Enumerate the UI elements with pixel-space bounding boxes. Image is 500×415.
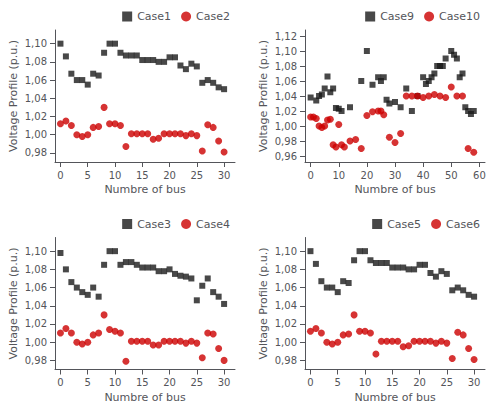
svg-text:0,98: 0,98 bbox=[25, 355, 47, 366]
svg-text:20: 20 bbox=[163, 377, 176, 388]
svg-text:1,04: 1,04 bbox=[25, 93, 47, 104]
svg-text:Numbre of bus: Numbre of bus bbox=[354, 391, 435, 404]
svg-text:0,98: 0,98 bbox=[275, 136, 297, 147]
svg-text:1,08: 1,08 bbox=[275, 61, 297, 72]
svg-text:1,02: 1,02 bbox=[275, 318, 297, 329]
svg-text:20: 20 bbox=[413, 377, 426, 388]
svg-text:25: 25 bbox=[440, 377, 453, 388]
svg-text:10: 10 bbox=[109, 170, 122, 181]
svg-text:10: 10 bbox=[332, 170, 345, 181]
svg-text:Voltage Profile (p.u.): Voltage Profile (p.u.) bbox=[257, 248, 270, 360]
svg-text:1,02: 1,02 bbox=[275, 106, 297, 117]
svg-text:0,98: 0,98 bbox=[275, 355, 297, 366]
svg-text:Case3: Case3 bbox=[137, 218, 171, 231]
svg-text:25: 25 bbox=[190, 170, 203, 181]
svg-text:30: 30 bbox=[218, 170, 231, 181]
svg-text:Voltage Profile (p.u.): Voltage Profile (p.u.) bbox=[257, 40, 270, 152]
svg-text:Case1: Case1 bbox=[137, 10, 171, 23]
svg-text:20: 20 bbox=[361, 170, 374, 181]
svg-text:0,96: 0,96 bbox=[275, 151, 297, 162]
svg-text:10: 10 bbox=[109, 377, 122, 388]
svg-text:1,06: 1,06 bbox=[25, 282, 47, 293]
svg-text:40: 40 bbox=[417, 170, 430, 181]
svg-text:1,00: 1,00 bbox=[275, 337, 297, 348]
svg-text:1,06: 1,06 bbox=[275, 76, 297, 87]
svg-text:1,06: 1,06 bbox=[275, 282, 297, 293]
svg-text:5: 5 bbox=[85, 377, 91, 388]
svg-text:10: 10 bbox=[359, 377, 372, 388]
svg-text:5: 5 bbox=[335, 377, 341, 388]
svg-text:0: 0 bbox=[307, 377, 313, 388]
svg-text:1,06: 1,06 bbox=[25, 75, 47, 86]
svg-text:60: 60 bbox=[473, 170, 486, 181]
svg-text:1,10: 1,10 bbox=[275, 46, 297, 57]
svg-text:1,04: 1,04 bbox=[275, 91, 297, 102]
svg-text:1,08: 1,08 bbox=[25, 264, 47, 275]
svg-text:1,10: 1,10 bbox=[25, 246, 47, 257]
svg-text:30: 30 bbox=[468, 377, 481, 388]
svg-text:1,00: 1,00 bbox=[25, 129, 47, 140]
svg-text:Voltage Profile (p.u.): Voltage Profile (p.u.) bbox=[7, 248, 20, 360]
svg-text:1,02: 1,02 bbox=[25, 318, 47, 329]
svg-text:1,10: 1,10 bbox=[275, 246, 297, 257]
svg-text:1,08: 1,08 bbox=[275, 264, 297, 275]
svg-text:1,02: 1,02 bbox=[25, 111, 47, 122]
svg-text:0: 0 bbox=[57, 377, 63, 388]
svg-text:Numbre of bus: Numbre of bus bbox=[104, 391, 185, 404]
svg-text:25: 25 bbox=[190, 377, 203, 388]
svg-text:1,00: 1,00 bbox=[25, 337, 47, 348]
svg-text:1,04: 1,04 bbox=[275, 300, 297, 311]
svg-text:Case5: Case5 bbox=[387, 218, 421, 231]
svg-text:0,98: 0,98 bbox=[25, 147, 47, 158]
svg-text:15: 15 bbox=[386, 377, 399, 388]
svg-text:Case6: Case6 bbox=[446, 218, 480, 231]
svg-text:1,10: 1,10 bbox=[25, 38, 47, 49]
svg-text:Case9: Case9 bbox=[380, 10, 414, 23]
svg-text:Case10: Case10 bbox=[439, 10, 480, 23]
svg-text:Case2: Case2 bbox=[196, 10, 230, 23]
svg-text:30: 30 bbox=[389, 170, 402, 181]
svg-text:15: 15 bbox=[136, 377, 149, 388]
svg-text:1,12: 1,12 bbox=[275, 31, 297, 42]
svg-text:30: 30 bbox=[218, 377, 231, 388]
svg-text:5: 5 bbox=[85, 170, 91, 181]
svg-text:50: 50 bbox=[445, 170, 458, 181]
svg-text:Numbre of bus: Numbre of bus bbox=[354, 183, 435, 196]
svg-text:1,08: 1,08 bbox=[25, 56, 47, 67]
svg-text:Case4: Case4 bbox=[196, 218, 230, 231]
svg-text:15: 15 bbox=[136, 170, 149, 181]
svg-text:1,00: 1,00 bbox=[275, 121, 297, 132]
svg-text:Voltage Profile (p.u.): Voltage Profile (p.u.) bbox=[7, 40, 20, 152]
svg-text:20: 20 bbox=[163, 170, 176, 181]
svg-text:Numbre of bus: Numbre of bus bbox=[104, 183, 185, 196]
svg-text:1,04: 1,04 bbox=[25, 300, 47, 311]
svg-text:0: 0 bbox=[307, 170, 313, 181]
svg-text:0: 0 bbox=[57, 170, 63, 181]
